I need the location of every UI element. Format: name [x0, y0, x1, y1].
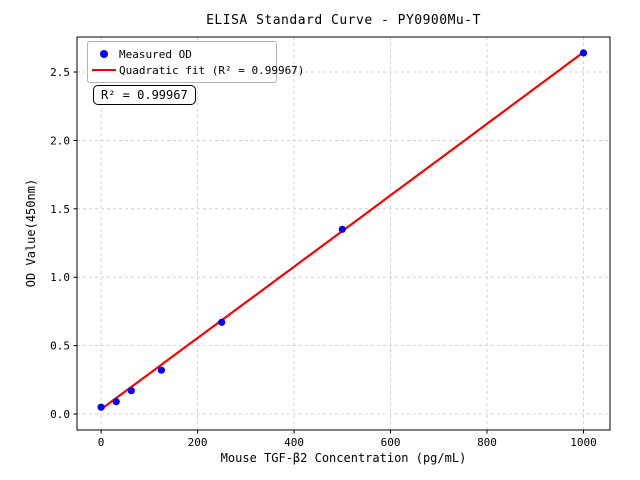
data-point — [157, 366, 165, 374]
data-point — [112, 398, 120, 406]
legend-marker-cell — [88, 68, 119, 72]
data-point — [338, 225, 346, 233]
data-point — [127, 387, 135, 395]
data-point — [97, 403, 105, 411]
legend-item-measured-od: Measured OD — [88, 46, 270, 62]
r-squared-annotation: R² = 0.99967 — [93, 85, 196, 105]
scatter-dot-icon — [99, 50, 108, 58]
x-tick-label: 0 — [98, 436, 105, 449]
data-point — [218, 318, 226, 326]
x-tick-label: 800 — [477, 436, 497, 449]
y-tick-label: 1.0 — [50, 271, 70, 284]
x-tick-label: 1000 — [570, 436, 597, 449]
chart-title: ELISA Standard Curve - PY0900Mu-T — [206, 13, 481, 28]
legend-label-measured-od: Measured OD — [119, 47, 192, 61]
y-tick-label: 2.5 — [50, 66, 70, 79]
fit-line-icon — [91, 68, 116, 72]
legend-marker-cell — [88, 50, 119, 58]
y-axis-label: OD Value(450nm) — [24, 178, 38, 288]
x-axis-label: Mouse TGF-β2 Concentration (pg/mL) — [220, 451, 467, 465]
legend-label-quadratic-fit: Quadratic fit (R² = 0.99967) — [119, 63, 305, 77]
legend: Measured OD Quadratic fit (R² = 0.99967) — [87, 41, 304, 83]
x-tick-label: 600 — [381, 436, 401, 449]
legend-item-quadratic-fit: Quadratic fit (R² = 0.99967) — [88, 62, 304, 78]
y-tick-label: 0.5 — [50, 340, 70, 353]
x-tick-label: 400 — [284, 436, 304, 449]
y-tick-label: 2.0 — [50, 134, 70, 147]
x-tick-label: 200 — [188, 436, 208, 449]
axes-frame — [76, 36, 611, 431]
y-tick-label: 1.5 — [50, 203, 70, 216]
y-tick-label: 0.0 — [50, 408, 70, 421]
data-point — [579, 49, 588, 57]
